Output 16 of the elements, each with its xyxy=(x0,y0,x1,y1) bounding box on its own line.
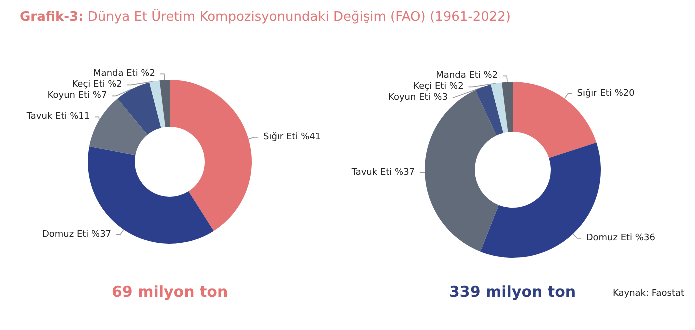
slice-label: Keçi Eti %2 xyxy=(414,82,464,92)
text: 339 milyon ton xyxy=(450,283,576,301)
slice-label: Tavuk Eti %11 xyxy=(26,112,90,122)
slice-label: Sığır Eti %20 xyxy=(577,88,636,99)
chart-title: Grafik-3: Dünya Et Üretim Kompozisyonundaki Değişim (FAO) (1961-2022) xyxy=(20,10,511,25)
slice-label: Keçi Eti %2 xyxy=(72,80,122,90)
slice-label: Koyun Eti %7 xyxy=(48,91,108,102)
slice-label: Sığır Eti %41 xyxy=(264,131,322,142)
text: 69 milyon ton xyxy=(112,283,228,301)
slice-label: Manda Eti %2 xyxy=(94,69,156,80)
slice-label: Tavuk Eti %37 xyxy=(350,168,416,178)
text: Kaynak: Faostat xyxy=(613,289,685,299)
slice-label: Domuz Eti %36 xyxy=(586,234,656,244)
slice-label: Koyun Eti %3 xyxy=(388,93,448,104)
slice-label: Manda Eti %2 xyxy=(436,71,498,82)
slice-label: Domuz Eti %37 xyxy=(42,230,112,240)
